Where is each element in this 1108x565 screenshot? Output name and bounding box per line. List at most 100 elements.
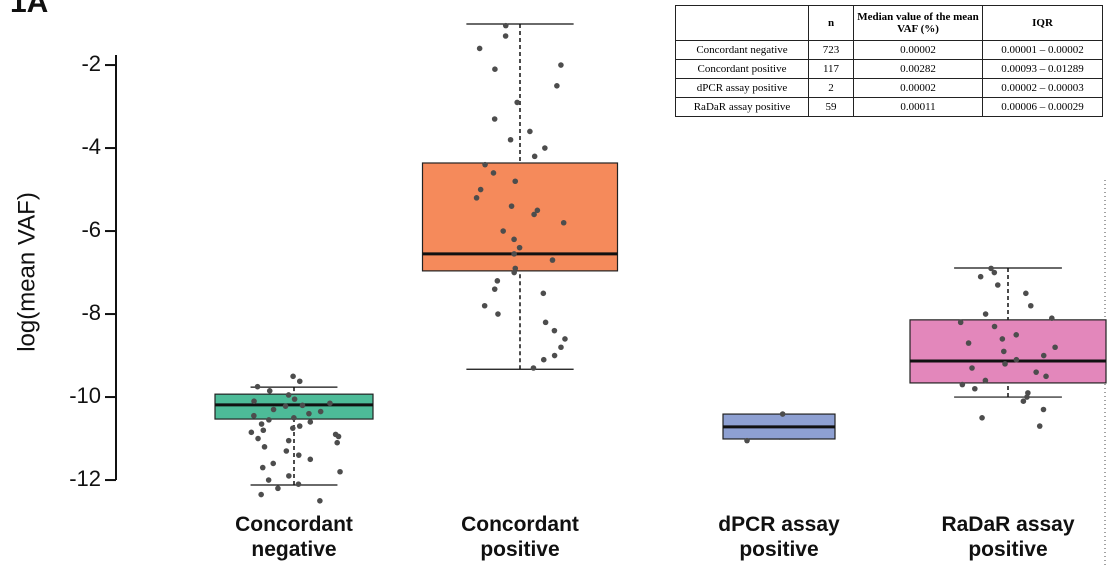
data-point <box>473 195 480 201</box>
data-point <box>979 415 985 421</box>
data-point <box>266 388 273 394</box>
data-point <box>502 22 509 29</box>
data-point <box>306 410 312 417</box>
data-point <box>511 269 517 276</box>
row-label: Concordant negative <box>675 40 809 60</box>
data-point <box>957 319 964 326</box>
y-tick-label: -2 <box>81 51 101 76</box>
data-point <box>296 423 303 429</box>
data-point <box>1002 361 1008 367</box>
data-point <box>299 402 306 409</box>
data-point <box>490 170 497 176</box>
data-point <box>551 352 558 359</box>
table-cell: 0.00002 <box>853 78 983 98</box>
data-point <box>991 323 998 330</box>
data-point <box>334 439 341 446</box>
header-cell: IQR <box>982 5 1103 41</box>
data-point <box>255 435 261 442</box>
data-point <box>744 437 750 444</box>
data-point <box>542 145 548 151</box>
data-point <box>502 33 509 39</box>
data-point <box>514 99 520 106</box>
data-point <box>531 211 537 218</box>
data-point <box>477 186 484 193</box>
data-point <box>972 385 978 392</box>
data-point <box>259 464 266 471</box>
data-point <box>291 396 298 402</box>
data-point <box>500 228 506 234</box>
data-point <box>291 415 297 421</box>
data-point <box>991 269 998 276</box>
data-point <box>527 128 533 135</box>
data-point <box>558 344 564 351</box>
data-point <box>295 452 302 458</box>
data-point <box>492 66 498 72</box>
data-point <box>511 236 517 243</box>
data-point <box>275 485 281 492</box>
data-point <box>1027 302 1034 309</box>
table-cell: 59 <box>808 97 854 117</box>
data-point <box>296 378 303 385</box>
data-point <box>335 433 342 440</box>
y-tick-label: -4 <box>81 134 101 159</box>
data-point <box>1013 332 1020 338</box>
data-point <box>560 219 567 226</box>
table-cell: 0.00002 – 0.00003 <box>982 78 1103 98</box>
data-point <box>542 319 549 326</box>
table-cell: 0.00001 – 0.00002 <box>982 40 1103 60</box>
x-tick-label: Concordant positive <box>461 513 579 561</box>
data-point <box>476 45 483 52</box>
header-cell: n <box>808 5 854 41</box>
data-point <box>511 251 517 257</box>
data-point <box>491 286 498 292</box>
table-cell: 2 <box>808 78 854 98</box>
data-point <box>289 425 296 431</box>
data-point <box>1033 369 1039 375</box>
data-point <box>512 178 519 185</box>
data-point <box>1043 373 1049 380</box>
data-point <box>317 408 324 415</box>
data-point <box>265 477 272 483</box>
y-tick-label: -12 <box>69 466 101 491</box>
data-point <box>540 356 547 363</box>
data-point <box>531 153 538 160</box>
table-cell: 723 <box>808 40 854 60</box>
data-point <box>549 257 556 263</box>
data-point <box>1020 398 1027 405</box>
data-point <box>260 427 267 434</box>
data-point <box>307 419 314 425</box>
data-point <box>554 83 560 89</box>
data-point <box>999 336 1006 342</box>
data-point <box>248 429 255 436</box>
data-point <box>285 437 292 444</box>
x-tick-label: RaDaR assay positive <box>941 513 1075 561</box>
x-tick-label: Concordant negative <box>235 513 353 561</box>
table-row: RaDaR assay positive 59 0.00011 0.00006 – 0… <box>675 97 1103 117</box>
data-point <box>562 336 568 342</box>
table-cell: 0.00006 – 0.00029 <box>982 97 1103 117</box>
data-point <box>1023 290 1029 297</box>
data-point <box>1049 315 1055 322</box>
data-point <box>282 403 289 409</box>
panel-label: 1A <box>10 0 49 19</box>
data-point <box>494 278 501 284</box>
data-point <box>285 392 292 398</box>
y-tick-label: -6 <box>81 217 101 242</box>
data-point <box>1052 344 1058 351</box>
data-point <box>283 448 290 454</box>
data-point <box>254 383 261 390</box>
y-tick-label: -8 <box>81 300 101 325</box>
data-point <box>779 411 786 417</box>
data-point <box>959 381 966 388</box>
data-point <box>516 244 523 251</box>
table-body: Concordant negative 723 0.00002 0.00001 – 0… <box>675 40 1103 117</box>
corner-cell <box>675 5 809 41</box>
table-cell: 0.00011 <box>853 97 983 117</box>
data-point <box>1036 423 1043 429</box>
header-row: n Median value of the mean VAF (%) IQR <box>675 5 1103 41</box>
data-point <box>481 302 488 309</box>
data-point <box>295 481 302 488</box>
data-point <box>491 116 498 122</box>
